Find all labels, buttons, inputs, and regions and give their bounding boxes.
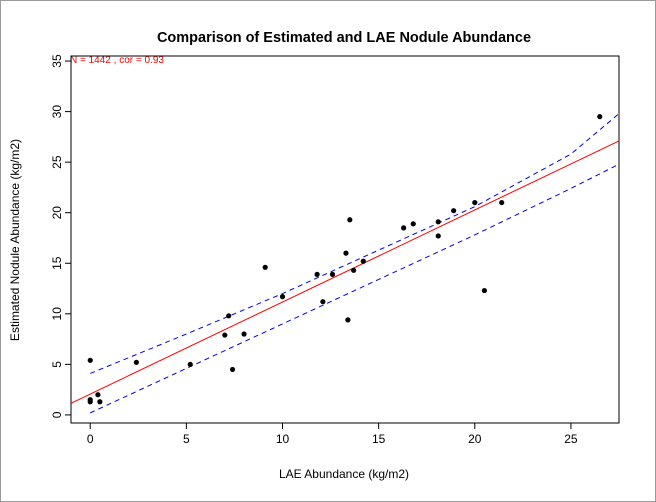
y-tick-label: 15 <box>50 256 64 270</box>
data-point <box>187 361 193 367</box>
data-point <box>241 331 247 337</box>
data-point <box>345 317 351 323</box>
data-point <box>347 217 353 223</box>
x-axis-label: LAE Abundance (kg/m2) <box>279 467 409 481</box>
data-point <box>481 287 488 294</box>
chart-title: Comparison of Estimated and LAE Nodule A… <box>157 30 531 46</box>
lower-confidence-band <box>90 163 620 414</box>
y-tick-label: 30 <box>50 105 64 119</box>
y-tick-label: 0 <box>50 411 64 418</box>
data-point <box>360 258 366 264</box>
y-tick-label: 10 <box>50 307 64 321</box>
data-point <box>87 357 93 363</box>
plot-area <box>70 55 620 424</box>
data-point <box>451 208 457 214</box>
x-tick-label: 15 <box>372 432 386 446</box>
data-point <box>133 359 139 365</box>
data-point <box>329 271 336 277</box>
data-point <box>597 114 603 120</box>
data-point <box>499 199 505 206</box>
data-point <box>435 233 441 239</box>
y-tick-label: 5 <box>50 361 64 368</box>
data-point <box>222 332 228 338</box>
data-point <box>226 313 232 319</box>
data-point <box>279 294 286 300</box>
data-point <box>343 250 349 256</box>
x-tick-label: 10 <box>276 432 290 446</box>
y-tick-label: 25 <box>50 155 64 169</box>
x-tick-label: 20 <box>468 432 482 446</box>
y-axis-label: Estimated Nodule Abundance (kg/m2) <box>8 139 22 341</box>
data-point <box>229 366 236 373</box>
data-point <box>435 219 441 225</box>
regression-line <box>70 140 620 404</box>
data-point <box>87 399 93 405</box>
x-tick-label: 5 <box>183 432 190 446</box>
data-point <box>262 264 268 270</box>
data-point <box>401 225 407 231</box>
data-point <box>472 199 478 206</box>
y-tick-label: 20 <box>50 206 64 220</box>
data-point <box>351 267 357 273</box>
data-point <box>314 271 320 277</box>
correlation-annotation: N = 1442 , cor = 0.93 <box>70 55 164 66</box>
data-point <box>97 399 103 405</box>
y-tick-label: 35 <box>50 54 64 68</box>
x-tick-label: 25 <box>564 432 578 446</box>
upper-confidence-band <box>90 113 620 374</box>
data-point <box>410 221 416 227</box>
x-tick-label: 0 <box>87 432 94 446</box>
data-point <box>320 299 326 305</box>
data-point <box>95 392 101 398</box>
